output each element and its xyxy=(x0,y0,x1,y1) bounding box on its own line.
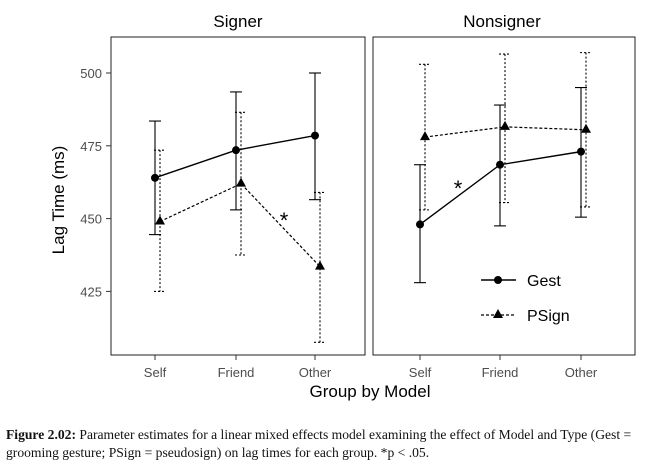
x-axis-title: Group by Model xyxy=(310,382,431,401)
point-gest xyxy=(577,148,585,156)
series-line-gest xyxy=(155,136,315,178)
marks-nonsigner xyxy=(414,53,592,283)
point-gest xyxy=(416,220,424,228)
legend-marker-gest xyxy=(494,276,502,284)
y-tick-label: 475 xyxy=(80,139,102,154)
x-tick-label: Self xyxy=(409,365,432,380)
panel-frame-signer xyxy=(111,37,365,355)
legend-label-psign: PSign xyxy=(527,308,570,325)
series-line-psign xyxy=(160,184,320,267)
y-ticks-signer: 425 450 475 500 xyxy=(80,66,111,299)
point-gest xyxy=(311,132,319,140)
point-gest xyxy=(496,161,504,169)
x-tick-label: Friend xyxy=(218,365,255,380)
caption-label: Figure 2.02: xyxy=(6,427,76,442)
x-tick-label: Other xyxy=(299,365,332,380)
significance-star-signer: * xyxy=(280,208,289,233)
caption-text: Parameter estimates for a linear mixed e… xyxy=(6,427,631,460)
x-tick-label: Self xyxy=(144,365,167,380)
panel-frame-nonsigner xyxy=(373,37,635,355)
point-psign xyxy=(581,124,591,133)
legend: Gest PSign xyxy=(481,273,570,325)
x-ticks-nonsigner: Self Friend Other xyxy=(409,355,598,380)
point-psign xyxy=(236,178,246,187)
panel-nonsigner: Nonsigner Self Friend Other * Gest PSign xyxy=(373,12,635,380)
y-tick-label: 450 xyxy=(80,212,102,227)
point-gest xyxy=(151,174,159,182)
legend-marker-psign xyxy=(493,309,503,318)
figure-caption: Figure 2.02: Parameter estimates for a l… xyxy=(6,426,666,462)
legend-label-gest: Gest xyxy=(527,273,561,290)
panel-title-signer: Signer xyxy=(213,12,262,31)
point-gest xyxy=(232,146,240,154)
point-psign xyxy=(155,216,165,225)
marks-signer xyxy=(149,73,326,342)
x-ticks-signer: Self Friend Other xyxy=(144,355,332,380)
point-psign xyxy=(420,131,430,140)
significance-star-nonsigner: * xyxy=(454,176,463,201)
panel-signer: Signer 425 450 475 500 Self Friend Other * xyxy=(80,12,365,380)
chart: Lag Time (ms) Group by Model Signer 4254… xyxy=(0,0,671,415)
y-tick-label: 500 xyxy=(80,66,102,81)
x-tick-label: Friend xyxy=(482,365,519,380)
x-tick-label: Other xyxy=(565,365,598,380)
y-tick-label: 425 xyxy=(80,284,102,299)
y-axis-title: Lag Time (ms) xyxy=(49,146,68,255)
panel-title-nonsigner: Nonsigner xyxy=(463,12,541,31)
point-psign xyxy=(315,261,325,270)
point-psign xyxy=(500,121,510,130)
